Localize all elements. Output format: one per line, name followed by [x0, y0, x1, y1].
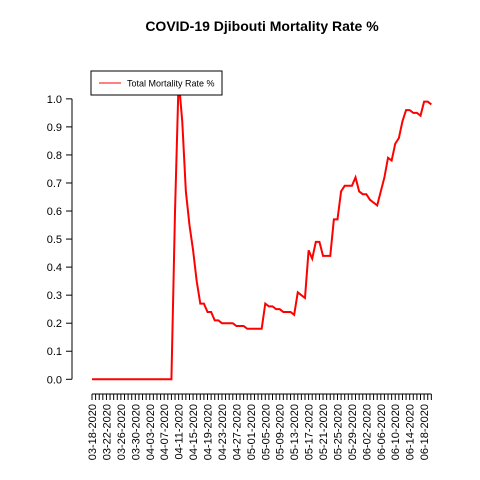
y-tick-label: 1.0 [47, 94, 62, 106]
x-tick-label: 05-17-2020 [304, 404, 316, 460]
x-tick-label: 04-23-2020 [217, 404, 229, 460]
x-tick-label: 03-26-2020 [116, 404, 128, 460]
x-tick-label: 04-03-2020 [145, 404, 157, 460]
x-tick-label: 04-07-2020 [159, 404, 171, 460]
x-tick-label: 06-02-2020 [361, 404, 373, 460]
x-tick-label: 05-25-2020 [332, 404, 344, 460]
y-tick-label: 0.3 [47, 290, 62, 302]
x-tick-label: 03-30-2020 [130, 404, 142, 460]
x-tick-label: 05-09-2020 [275, 404, 287, 460]
x-tick-label: 04-11-2020 [174, 404, 186, 459]
x-tick-label: 04-27-2020 [231, 404, 243, 460]
y-tick-label: 0.8 [47, 150, 62, 162]
x-tick-label: 04-19-2020 [203, 404, 215, 460]
x-tick-label: 05-13-2020 [289, 404, 301, 460]
x-tick-label: 06-18-2020 [419, 404, 431, 460]
data-line [92, 79, 432, 381]
y-tick-label: 0.1 [47, 346, 62, 358]
y-tick-label: 0.4 [47, 262, 62, 274]
x-tick-label: 03-18-2020 [87, 404, 99, 460]
y-tick-label: 0.2 [47, 318, 62, 330]
x-tick-label: 04-15-2020 [188, 404, 200, 460]
chart-title: COVID-19 Djibouti Mortality Rate % [145, 18, 379, 34]
y-tick-label: 0.9 [47, 122, 62, 134]
y-tick-label: 0.5 [47, 234, 62, 246]
x-tick-label: 05-21-2020 [318, 404, 330, 460]
x-tick-label: 06-06-2020 [376, 404, 388, 460]
x-tick-label: 03-22-2020 [101, 404, 113, 460]
x-tick-label: 05-29-2020 [347, 404, 359, 460]
legend-label: Total Mortality Rate % [127, 79, 215, 89]
y-tick-label: 0.0 [47, 374, 62, 386]
x-tick-label: 06-10-2020 [390, 404, 402, 460]
x-tick-label: 05-05-2020 [260, 404, 272, 460]
y-tick-label: 0.6 [47, 206, 62, 218]
x-tick-label: 05-01-2020 [246, 404, 258, 460]
x-tick-label: 06-14-2020 [405, 404, 417, 460]
y-tick-label: 0.7 [47, 178, 62, 190]
